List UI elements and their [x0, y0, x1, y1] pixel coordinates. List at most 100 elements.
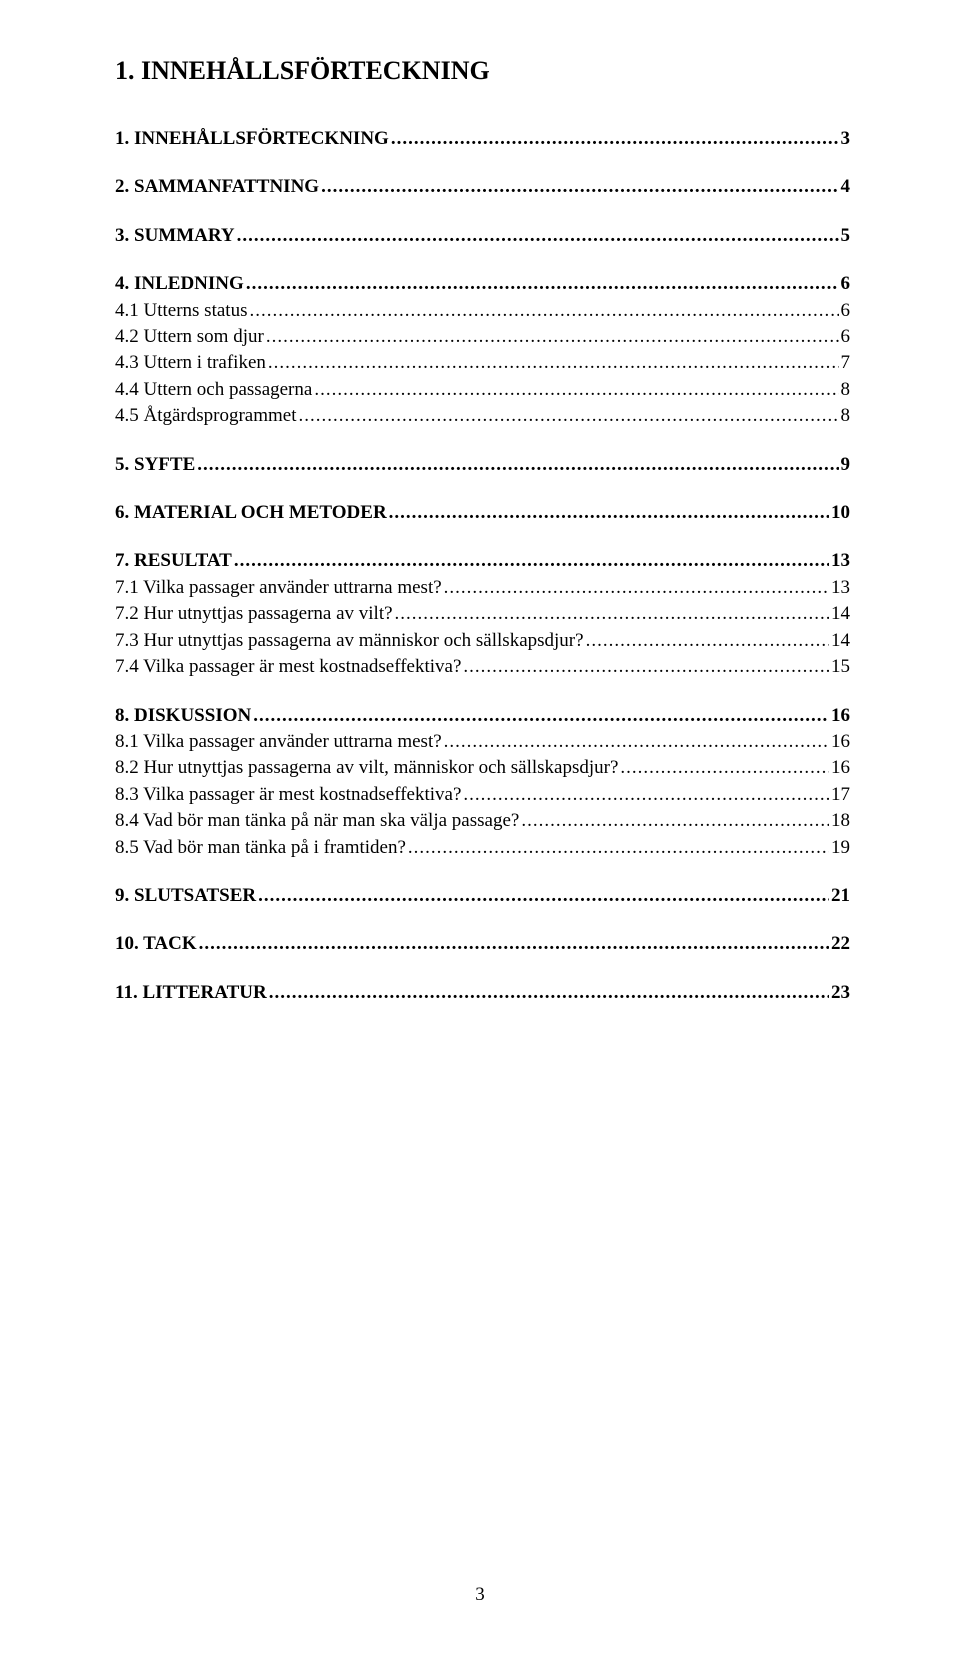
toc-entry-label: 2. SAMMANFATTNING [115, 176, 319, 198]
toc-entry: 4.4 Uttern och passagerna 8 [115, 379, 850, 401]
toc-entry: 4.1 Utterns status 6 [115, 300, 850, 322]
toc-entry-page: 23 [831, 982, 850, 1004]
toc-leader-dots [314, 379, 838, 401]
toc-entry-label: 10. TACK [115, 933, 197, 955]
toc-leader-dots [249, 300, 838, 322]
toc-entry-label: 7.3 Hur utnyttjas passagerna av människo… [115, 630, 584, 652]
toc-leader-dots [268, 352, 839, 374]
toc-entry-label: 4.5 Åtgärdsprogrammet [115, 405, 297, 427]
toc-entry-label: 4.3 Uttern i trafiken [115, 352, 266, 374]
toc-entry-page: 8 [841, 379, 851, 401]
toc-leader-dots [197, 454, 838, 476]
toc-entry-page: 16 [831, 705, 850, 727]
toc-entry-page: 13 [831, 577, 850, 599]
toc-entry-page: 21 [831, 885, 850, 907]
toc-entry-label: 3. SUMMARY [115, 225, 235, 247]
toc-entry-label: 7.4 Vilka passager är mest kostnadseffek… [115, 656, 461, 678]
toc-entry-page: 22 [831, 933, 850, 955]
toc-leader-dots [246, 273, 839, 295]
toc-entry-page: 8 [841, 405, 851, 427]
toc-entry-page: 14 [831, 603, 850, 625]
toc-leader-dots [234, 550, 829, 572]
toc-leader-dots [463, 656, 829, 678]
toc-entry: 8.2 Hur utnyttjas passagerna av vilt, mä… [115, 757, 850, 779]
toc-entry-page: 6 [841, 273, 851, 295]
toc-entry: 8.1 Vilka passager använder uttrarna mes… [115, 731, 850, 753]
toc-entry: 8.5 Vad bör man tänka på i framtiden? 19 [115, 837, 850, 859]
toc-leader-dots [620, 757, 829, 779]
toc-entry: 4. INLEDNING 6 [115, 273, 850, 295]
toc-entry: 7.4 Vilka passager är mest kostnadseffek… [115, 656, 850, 678]
toc-leader-dots [299, 405, 839, 427]
toc-entry-page: 15 [831, 656, 850, 678]
toc-entry: 7. RESULTAT 13 [115, 550, 850, 572]
toc-entry: 11. LITTERATUR 23 [115, 982, 850, 1004]
toc-leader-dots [391, 128, 839, 150]
toc-entry-page: 16 [831, 757, 850, 779]
toc-entry: 7.3 Hur utnyttjas passagerna av människo… [115, 630, 850, 652]
toc-leader-dots [408, 837, 829, 859]
toc-entry: 4.2 Uttern som djur 6 [115, 326, 850, 348]
toc-entry-label: 8. DISKUSSION [115, 705, 251, 727]
toc-entry-page: 9 [841, 454, 851, 476]
toc-entry-label: 1. INNEHÅLLSFÖRTECKNING [115, 128, 389, 150]
toc-entry-page: 19 [831, 837, 850, 859]
toc-entry-label: 4.2 Uttern som djur [115, 326, 264, 348]
toc-entry: 4.5 Åtgärdsprogrammet 8 [115, 405, 850, 427]
toc-leader-dots [266, 326, 839, 348]
toc-entry-page: 5 [841, 225, 851, 247]
toc-entry: 1. INNEHÅLLSFÖRTECKNING 3 [115, 128, 850, 150]
toc-entry-label: 7.2 Hur utnyttjas passagerna av vilt? [115, 603, 393, 625]
toc-entry: 7.2 Hur utnyttjas passagerna av vilt? 14 [115, 603, 850, 625]
toc-entry-page: 18 [831, 810, 850, 832]
toc-entry: 6. MATERIAL OCH METODER 10 [115, 502, 850, 524]
toc-leader-dots [389, 502, 829, 524]
toc-entry: 8. DISKUSSION 16 [115, 705, 850, 727]
toc-entry-label: 6. MATERIAL OCH METODER [115, 502, 387, 524]
toc-entry-label: 8.2 Hur utnyttjas passagerna av vilt, mä… [115, 757, 618, 779]
toc-entry-page: 10 [831, 502, 850, 524]
toc-entry-page: 7 [841, 352, 851, 374]
toc-leader-dots [199, 933, 829, 955]
toc-entry-label: 4.4 Uttern och passagerna [115, 379, 312, 401]
toc-leader-dots [321, 176, 838, 198]
page-number: 3 [0, 1584, 960, 1606]
toc-entry: 7.1 Vilka passager använder uttrarna mes… [115, 577, 850, 599]
toc-leader-dots [253, 705, 829, 727]
toc-entry-page: 6 [841, 300, 851, 322]
toc-leader-dots [521, 810, 829, 832]
toc-entry: 5. SYFTE 9 [115, 454, 850, 476]
toc-leader-dots [444, 577, 829, 599]
toc-entry-label: 11. LITTERATUR [115, 982, 267, 1004]
toc-entry-page: 17 [831, 784, 850, 806]
toc-leader-dots [463, 784, 829, 806]
toc-leader-dots [586, 630, 829, 652]
toc-entry-label: 4.1 Utterns status [115, 300, 247, 322]
toc-entry-label: 7.1 Vilka passager använder uttrarna mes… [115, 577, 442, 599]
toc-entry-page: 16 [831, 731, 850, 753]
toc-entry-page: 4 [841, 176, 851, 198]
toc-entry-page: 13 [831, 550, 850, 572]
toc-leader-dots [258, 885, 829, 907]
toc-entry: 8.3 Vilka passager är mest kostnadseffek… [115, 784, 850, 806]
toc-entry: 2. SAMMANFATTNING 4 [115, 176, 850, 198]
toc-entry-label: 8.5 Vad bör man tänka på i framtiden? [115, 837, 406, 859]
table-of-contents: 1. INNEHÅLLSFÖRTECKNING 3 2. SAMMANFATTNIN… [115, 128, 850, 1004]
toc-entry-page: 14 [831, 630, 850, 652]
toc-entry: 4.3 Uttern i trafiken 7 [115, 352, 850, 374]
toc-entry-label: 8.1 Vilka passager använder uttrarna mes… [115, 731, 442, 753]
toc-entry: 8.4 Vad bör man tänka på när man ska väl… [115, 810, 850, 832]
toc-entry-label: 9. SLUTSATSER [115, 885, 256, 907]
toc-entry-label: 4. INLEDNING [115, 273, 244, 295]
toc-entry-label: 8.4 Vad bör man tänka på när man ska väl… [115, 810, 519, 832]
toc-entry-label: 5. SYFTE [115, 454, 195, 476]
toc-entry-label: 7. RESULTAT [115, 550, 232, 572]
toc-leader-dots [237, 225, 839, 247]
toc-leader-dots [269, 982, 829, 1004]
toc-entry-page: 6 [841, 326, 851, 348]
toc-entry-page: 3 [841, 128, 851, 150]
toc-entry: 9. SLUTSATSER 21 [115, 885, 850, 907]
toc-leader-dots [395, 603, 829, 625]
toc-entry: 10. TACK 22 [115, 933, 850, 955]
page-title: 1. INNEHÅLLSFÖRTECKNING [115, 56, 850, 86]
